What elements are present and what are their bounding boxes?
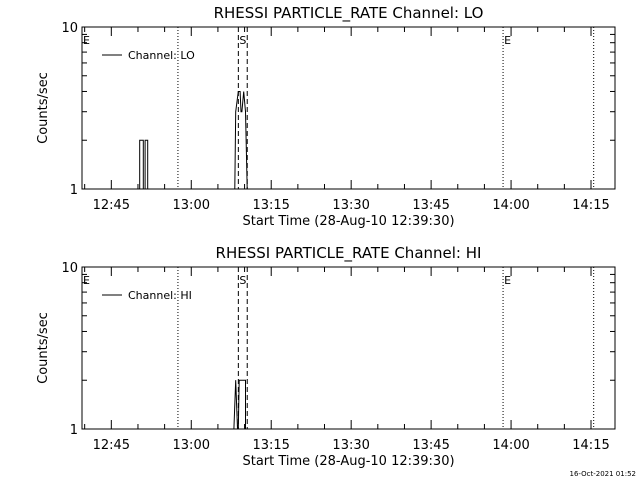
x-tick-label: 13:45: [412, 198, 449, 213]
y-tick-label: 10: [61, 21, 78, 36]
marker-label: S: [239, 34, 246, 47]
x-tick-label: 13:15: [252, 198, 289, 213]
chart-title: RHESSI PARTICLE_RATE Channel: HI: [216, 244, 482, 263]
legend-label: Channel: LO: [128, 49, 195, 62]
x-tick-label: 13:00: [173, 198, 210, 213]
series-line: [139, 91, 248, 190]
timestamp: 16-Oct-2021 01:52: [570, 470, 636, 478]
x-tick-label: 13:45: [412, 438, 449, 453]
legend-label: Channel: HI: [128, 289, 192, 302]
chart-title: RHESSI PARTICLE_RATE Channel: LO: [214, 4, 484, 23]
marker-label: E: [504, 34, 511, 47]
y-axis-label: Counts/sec: [36, 312, 51, 384]
y-axis-label: Counts/sec: [36, 72, 51, 144]
x-tick-label: 12:45: [93, 198, 130, 213]
chart-panel-lo: RHESSI PARTICLE_RATE Channel: LO 1 10 Count…: [36, 4, 616, 229]
y-tick-label: 10: [61, 261, 78, 276]
x-tick-label: 14:00: [492, 438, 529, 453]
x-tick-label: 13:30: [332, 198, 369, 213]
x-tick-label: 12:45: [93, 438, 130, 453]
y-tick-label: 1: [70, 423, 78, 438]
x-axis-label: Start Time (28-Aug-10 12:39:30): [242, 214, 454, 229]
x-tick-label: 13:15: [252, 438, 289, 453]
marker-label: E: [83, 274, 90, 287]
marker-label: E: [83, 34, 90, 47]
chart-panel-hi: RHESSI PARTICLE_RATE Channel: HI 1 10 Count…: [36, 244, 616, 469]
x-tick-label: 13:30: [332, 438, 369, 453]
x-tick-label: 13:00: [173, 438, 210, 453]
x-tick-label: 14:15: [572, 438, 609, 453]
marker-label: E: [504, 274, 511, 287]
y-tick-label: 1: [70, 183, 78, 198]
x-tick-label: 14:00: [492, 198, 529, 213]
x-tick-label: 14:15: [572, 198, 609, 213]
x-axis-label: Start Time (28-Aug-10 12:39:30): [242, 454, 454, 469]
series-line: [233, 379, 246, 430]
marker-label: S: [239, 274, 246, 287]
